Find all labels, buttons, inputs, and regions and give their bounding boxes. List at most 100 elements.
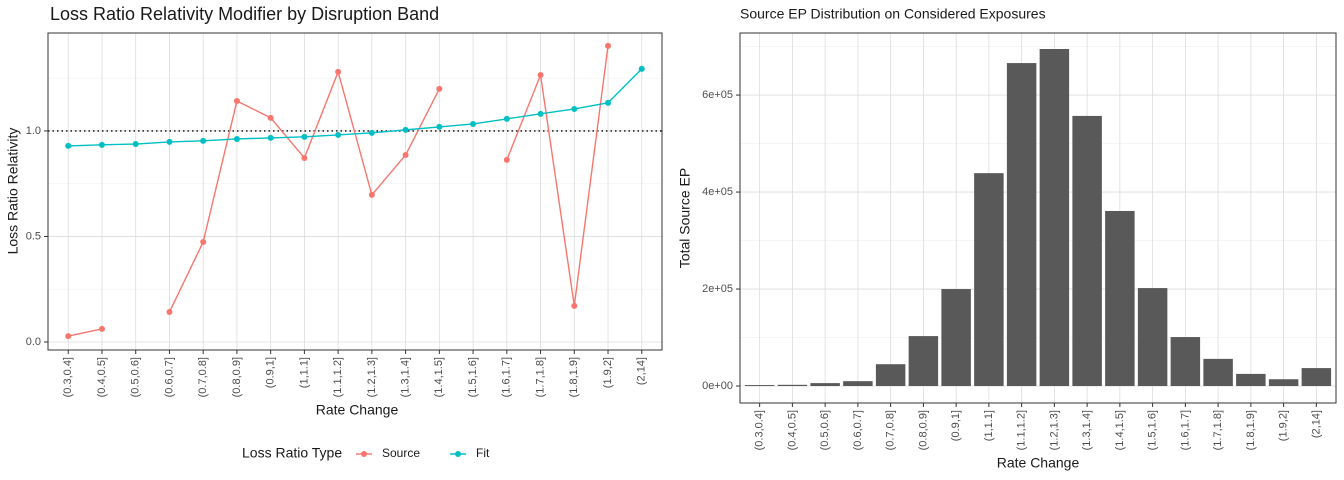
x-tick-label: (1.9,2] [1278,410,1290,441]
point [605,42,612,49]
legend-label: Fit [476,446,490,460]
chart-title: Source EP Distribution on Considered Exp… [740,6,1046,22]
point [65,333,72,340]
point [233,97,240,104]
point [402,126,409,133]
bar [1268,379,1299,387]
x-axis-title: Rate Change [316,402,399,418]
y-axis-title: Loss Ratio Relativity [5,128,21,255]
x-tick-label: (1.8,1.9] [568,357,580,397]
y-tick-label: 4e+05 [702,186,733,198]
x-tick-label: (1,1.1] [298,357,310,388]
point [503,156,510,163]
point [98,325,105,332]
x-tick-label: (0.9,1] [950,410,962,441]
bar [875,364,906,387]
x-tick-label: (0.7,0.8] [197,357,209,397]
bar [1301,368,1332,387]
chart-title: Loss Ratio Relativity Modifier by Disrup… [50,4,439,24]
x-tick-label: (0.3,0.4] [754,410,766,450]
point [571,302,578,309]
x-tick-label: (1.9,2] [602,357,614,388]
point [436,123,443,130]
x-tick-label: (2,14] [1310,410,1322,438]
legend-label: Source [382,446,420,460]
legend-key-point [455,451,462,457]
point [537,110,544,117]
point [267,114,274,121]
legend-key-point [361,451,367,457]
y-tick-label: 0e+00 [702,380,733,392]
bar [744,385,775,387]
x-tick-label: (1.2,1.3] [366,357,378,397]
x-tick-label: (1.6,1.7] [1179,410,1191,450]
point [335,131,342,138]
bar [1137,288,1168,387]
line [68,68,643,147]
point [166,138,173,145]
point [132,141,139,148]
x-tick-label: (0.9,1] [265,357,277,388]
point [200,137,207,144]
point [200,238,207,245]
point [368,191,375,198]
point [605,99,612,106]
bar [1039,49,1070,387]
point [301,154,308,161]
bar [941,289,971,387]
x-tick-label: (0.8,0.9] [917,410,929,450]
x-tick-label: (0.4,0.5] [786,410,798,450]
bar [1236,373,1266,387]
x-tick-label: (1.3,1.4] [400,357,412,397]
point [233,135,240,142]
x-axis-title: Rate Change [997,455,1080,471]
x-tick-label: (0.6,0.7] [852,410,864,450]
point [166,309,173,316]
x-tick-label: (0.5,0.6] [130,357,142,397]
x-tick-label: (1.3,1.4] [1081,410,1093,450]
x-tick-label: (0.8,0.9] [231,357,243,397]
point [571,105,578,112]
x-tick-label: (1.5,1.6] [1147,410,1159,450]
point [470,120,477,127]
bar [1170,337,1201,387]
x-tick-label: (0.6,0.7] [163,357,175,397]
x-tick-label: (1.6,1.7] [501,357,513,397]
legend-title: Loss Ratio Type [242,445,342,461]
point [98,141,105,148]
bar [974,173,1004,387]
y-tick-label: 2e+05 [702,283,733,295]
y-tick-label: 0.0 [26,336,41,348]
x-tick-label: (0.5,0.6] [819,410,831,450]
x-tick-label: (1,1.1] [983,410,995,441]
point [402,151,409,158]
x-tick-label: (1.7,1.8] [1212,410,1224,450]
x-tick-label: (1.5,1.6] [467,357,479,397]
y-tick-label: 6e+05 [702,89,733,101]
point [301,133,308,140]
y-tick-label: 1.0 [26,125,41,137]
x-tick-label: (2,14] [636,357,648,385]
bar [843,381,873,387]
x-tick-label: (1.4,1.5] [433,357,445,397]
x-tick-label: (1.2,1.3] [1048,410,1060,450]
x-tick-label: (0.3,0.4] [62,357,74,397]
point [638,65,645,72]
bar [1105,210,1135,387]
panel-border [739,32,1337,404]
point [537,71,544,78]
y-tick-label: 0.5 [26,230,41,242]
x-tick-label: (1.4,1.5] [1114,410,1126,450]
point [65,142,72,149]
x-tick-label: (1.7,1.8] [534,357,546,397]
bar [908,336,939,387]
x-tick-label: (1.1,1.2] [1016,410,1028,450]
panel-border [47,32,663,351]
bar [810,383,840,387]
bar [1072,115,1102,387]
point [436,85,443,92]
bar [1006,63,1037,387]
point [267,134,274,141]
point [503,115,510,122]
